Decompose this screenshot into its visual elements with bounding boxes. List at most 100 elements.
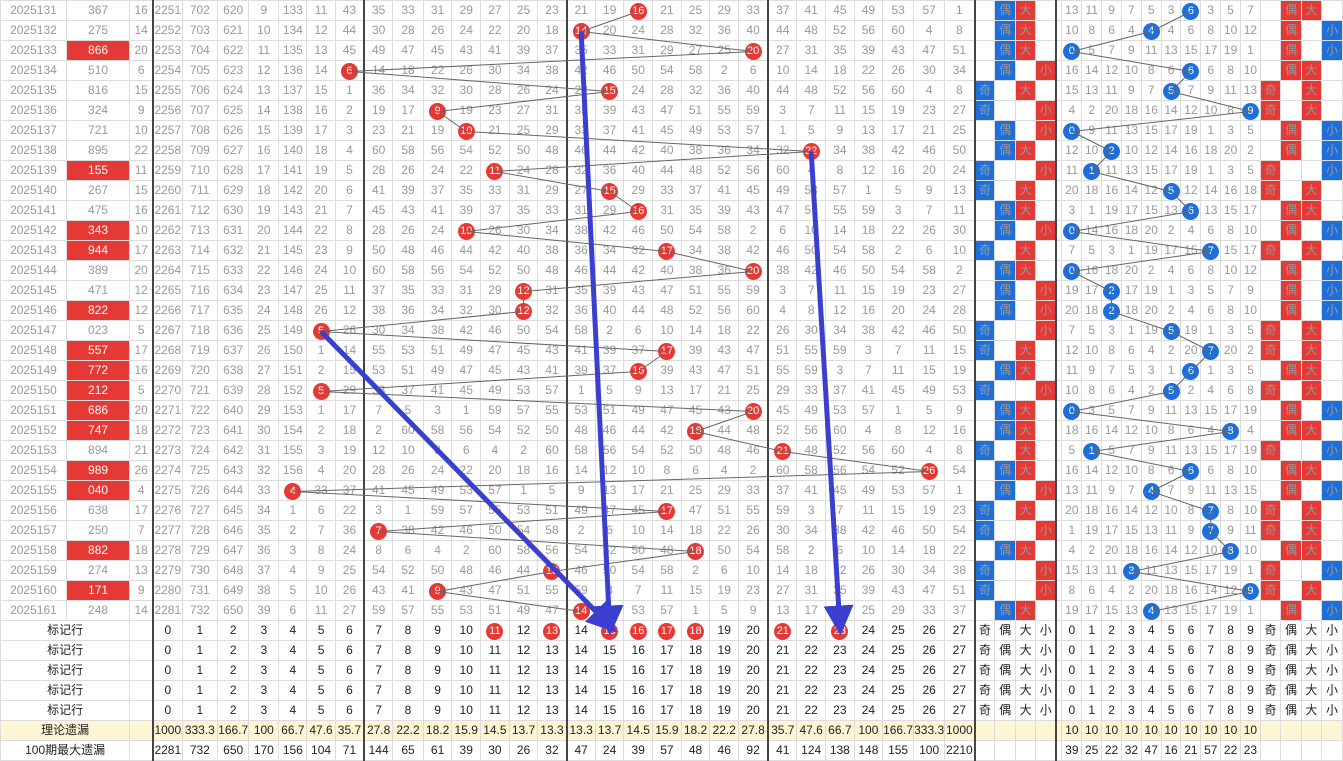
marker-col-25[interactable]: 25 — [882, 620, 915, 641]
marker-col-20[interactable]: 20 — [738, 680, 770, 701]
marker-col-16[interactable]: 16 — [623, 660, 654, 681]
marker-digit-0[interactable]: 0 — [1061, 620, 1083, 641]
marker-digit-5[interactable]: 5 — [1160, 620, 1182, 641]
marker-col-2[interactable]: 2 — [217, 700, 250, 721]
marker-col-0[interactable]: 0 — [152, 700, 183, 721]
marker-col-1[interactable]: 1 — [181, 620, 219, 641]
marker-digit-3[interactable]: 3 — [1120, 680, 1142, 701]
marker-col-3[interactable]: 3 — [248, 680, 280, 701]
marker-col-18[interactable]: 18 — [680, 660, 711, 681]
marker-digit-2[interactable]: 2 — [1101, 640, 1122, 661]
marker-col-23[interactable]: 23 — [825, 660, 855, 681]
marker-oe[interactable]: 大 — [1014, 620, 1037, 641]
marker-oe[interactable]: 偶 — [994, 680, 1016, 701]
marker-digit-0[interactable]: 0 — [1061, 700, 1083, 721]
marker-col-26[interactable]: 26 — [913, 640, 946, 661]
marker-col-13[interactable]: 13 — [537, 700, 568, 721]
marker-col-8[interactable]: 8 — [392, 680, 424, 701]
marker-col-9[interactable]: 9 — [422, 660, 453, 681]
marker-col-24[interactable]: 24 — [853, 620, 884, 641]
marker-col-10[interactable]: 10 — [451, 660, 482, 681]
marker-digit-1[interactable]: 1 — [1081, 620, 1103, 641]
marker-digit-3[interactable]: 3 — [1120, 640, 1142, 661]
marker-col-10[interactable]: 10 — [451, 620, 482, 641]
marker-col-25[interactable]: 25 — [882, 680, 915, 701]
marker-col-18[interactable]: 18 — [680, 680, 711, 701]
marker-col-6[interactable]: 6 — [334, 640, 366, 661]
marker-oe[interactable]: 奇 — [973, 700, 996, 721]
marker-col-10[interactable]: 10 — [451, 700, 482, 721]
marker-col-18[interactable]: 18 — [680, 700, 711, 721]
marker-digit-8[interactable]: 8 — [1220, 660, 1242, 681]
marker-col-6[interactable]: 6 — [334, 680, 366, 701]
marker-col-15[interactable]: 15 — [594, 700, 625, 721]
marker-col-0[interactable]: 0 — [152, 660, 183, 681]
marker-digit-0[interactable]: 0 — [1061, 660, 1083, 681]
marker-col-7[interactable]: 7 — [363, 680, 394, 701]
marker-digit-6[interactable]: 6 — [1180, 700, 1202, 721]
marker-oe[interactable]: 小 — [1035, 700, 1058, 721]
marker-digit-6[interactable]: 6 — [1180, 620, 1202, 641]
marker-digit-4[interactable]: 4 — [1140, 660, 1162, 681]
marker-col-14[interactable]: 14 — [566, 660, 596, 681]
marker-col-21[interactable]: 21 — [767, 640, 798, 661]
marker-col-5[interactable]: 5 — [306, 620, 336, 641]
marker-col-19[interactable]: 19 — [709, 680, 740, 701]
marker-col-23[interactable]: 23 — [825, 700, 855, 721]
marker-oe[interactable]: 奇 — [973, 620, 996, 641]
marker-col-9[interactable]: 9 — [422, 700, 453, 721]
marker-col-22[interactable]: 22 — [796, 660, 826, 681]
marker-col-18[interactable]: 18 — [680, 620, 711, 641]
marker-digit-9[interactable]: 9 — [1240, 700, 1261, 721]
marker-digit-7[interactable]: 7 — [1200, 620, 1222, 641]
marker-col-12[interactable]: 12 — [508, 700, 539, 721]
marker-digit-7[interactable]: 7 — [1200, 700, 1222, 721]
marker-col-15[interactable]: 15 — [594, 660, 625, 681]
marker-col-21[interactable]: 21 — [767, 620, 798, 641]
marker-col-8[interactable]: 8 — [392, 640, 424, 661]
marker-oe[interactable]: 小 — [1035, 680, 1058, 701]
marker-oe-2[interactable]: 小 — [1321, 680, 1343, 701]
marker-col-7[interactable]: 7 — [363, 620, 394, 641]
marker-col-26[interactable]: 26 — [913, 700, 946, 721]
marker-col-15[interactable]: 15 — [594, 620, 625, 641]
marker-digit-2[interactable]: 2 — [1101, 620, 1122, 641]
marker-oe[interactable]: 偶 — [994, 640, 1016, 661]
marker-oe-2[interactable]: 奇 — [1259, 640, 1282, 661]
marker-col-20[interactable]: 20 — [738, 620, 770, 641]
marker-digit-9[interactable]: 9 — [1240, 680, 1261, 701]
marker-digit-8[interactable]: 8 — [1220, 680, 1242, 701]
marker-col-3[interactable]: 3 — [248, 660, 280, 681]
marker-col-6[interactable]: 6 — [334, 620, 366, 641]
marker-col-0[interactable]: 0 — [152, 620, 183, 641]
marker-oe-2[interactable]: 大 — [1300, 700, 1323, 721]
marker-digit-6[interactable]: 6 — [1180, 660, 1202, 681]
marker-oe-2[interactable]: 奇 — [1259, 620, 1282, 641]
marker-col-27[interactable]: 27 — [944, 700, 976, 721]
marker-col-17[interactable]: 17 — [652, 640, 682, 661]
marker-col-8[interactable]: 8 — [392, 620, 424, 641]
marker-digit-7[interactable]: 7 — [1200, 680, 1222, 701]
marker-col-25[interactable]: 25 — [882, 660, 915, 681]
marker-col-20[interactable]: 20 — [738, 640, 770, 661]
marker-digit-2[interactable]: 2 — [1101, 700, 1122, 721]
marker-col-13[interactable]: 13 — [537, 640, 568, 661]
marker-col-22[interactable]: 22 — [796, 640, 826, 661]
marker-digit-6[interactable]: 6 — [1180, 680, 1202, 701]
marker-col-3[interactable]: 3 — [248, 620, 280, 641]
marker-col-19[interactable]: 19 — [709, 640, 740, 661]
marker-digit-1[interactable]: 1 — [1081, 680, 1103, 701]
marker-oe-2[interactable]: 偶 — [1280, 640, 1302, 661]
marker-digit-0[interactable]: 0 — [1061, 640, 1083, 661]
marker-oe-2[interactable]: 偶 — [1280, 680, 1302, 701]
marker-col-14[interactable]: 14 — [566, 680, 596, 701]
marker-col-1[interactable]: 1 — [181, 700, 219, 721]
marker-oe[interactable]: 奇 — [973, 660, 996, 681]
marker-digit-8[interactable]: 8 — [1220, 700, 1242, 721]
marker-oe[interactable]: 奇 — [973, 640, 996, 661]
marker-col-19[interactable]: 19 — [709, 620, 740, 641]
marker-col-12[interactable]: 12 — [508, 640, 539, 661]
marker-col-11[interactable]: 11 — [480, 620, 510, 641]
marker-col-5[interactable]: 5 — [306, 640, 336, 661]
marker-col-2[interactable]: 2 — [217, 680, 250, 701]
